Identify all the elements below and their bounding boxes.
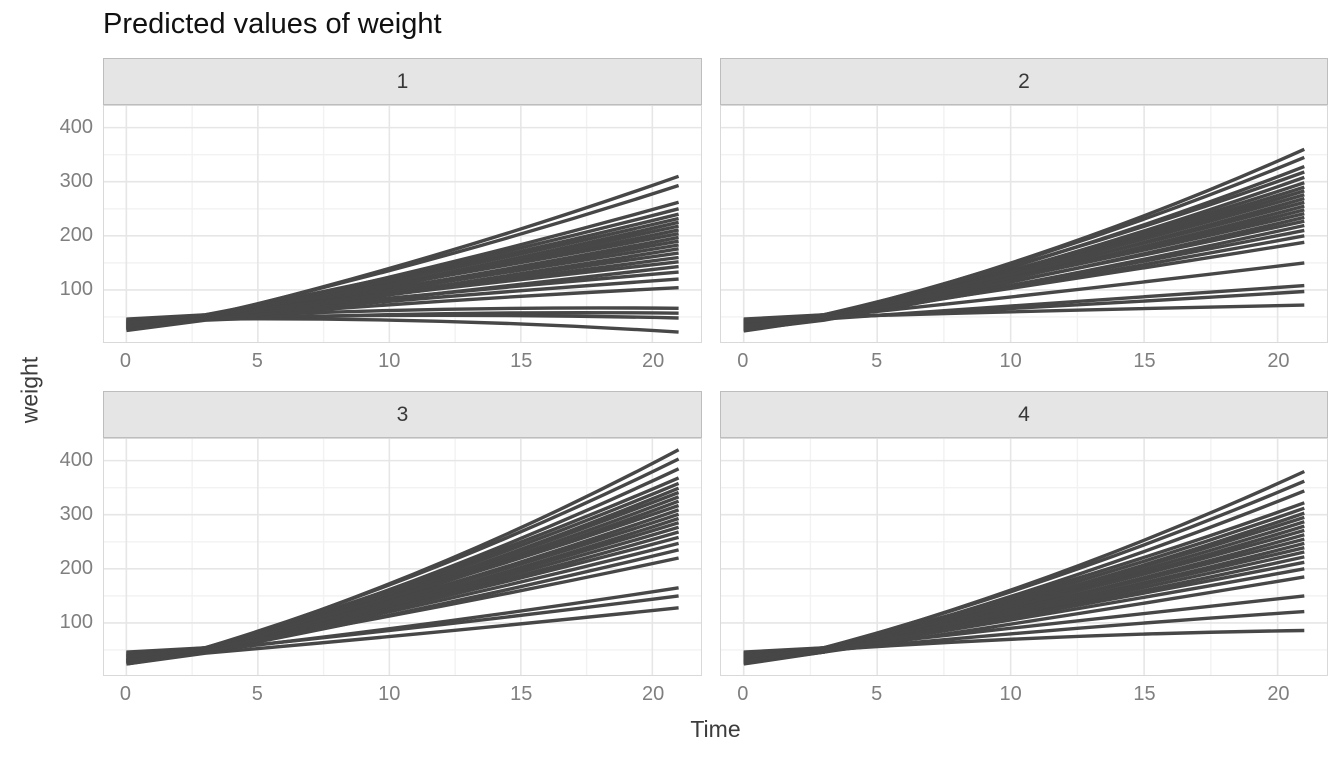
trajectory-line xyxy=(126,556,679,658)
x-tick-label: 15 xyxy=(1133,350,1156,372)
x-tick-label: 10 xyxy=(999,350,1022,372)
y-tick-label: 100 xyxy=(59,610,93,633)
panel-plot-area xyxy=(721,439,1327,675)
trajectory-line xyxy=(126,317,679,334)
trajectory-line xyxy=(126,521,680,654)
facet-strip-4: 4 xyxy=(720,391,1328,438)
facet-panel-3 xyxy=(103,438,702,676)
x-tick-label: 20 xyxy=(1267,350,1290,372)
x-tick-label: 5 xyxy=(251,683,263,705)
panel-plot-area xyxy=(721,106,1327,342)
trajectory-line xyxy=(126,499,680,666)
x-tick-label: 10 xyxy=(999,683,1022,705)
facet-strip-2: 2 xyxy=(720,58,1328,105)
facet-panel-1 xyxy=(103,105,702,343)
x-tick-label: 0 xyxy=(737,350,749,372)
trajectory-line xyxy=(743,240,1305,327)
facet-strip-label: 1 xyxy=(396,69,409,93)
y-tick-label: 100 xyxy=(59,277,93,300)
y-tick-label: 200 xyxy=(59,556,93,579)
trajectory-line xyxy=(126,548,679,661)
facet-panel-2 xyxy=(720,105,1328,343)
x-tick-label: 15 xyxy=(510,350,533,372)
trajectory-line xyxy=(743,628,1305,659)
panel-plot-area xyxy=(104,439,701,675)
trajectory-line xyxy=(743,501,1305,658)
facet-strip-3: 3 xyxy=(103,391,702,438)
x-tick-label: 20 xyxy=(642,683,665,705)
x-tick-label: 5 xyxy=(871,683,883,705)
trajectory-line xyxy=(743,303,1305,323)
y-tick-label: 400 xyxy=(59,448,93,471)
facet-strip-label: 3 xyxy=(396,402,409,426)
facet-strip-1: 1 xyxy=(103,58,702,105)
trajectory-line xyxy=(126,313,679,327)
trajectory-line xyxy=(743,261,1305,325)
trajectory-line xyxy=(743,594,1305,658)
x-tick-label: 15 xyxy=(510,683,533,705)
y-tick-label: 400 xyxy=(59,115,93,138)
x-tick-label: 0 xyxy=(119,350,131,372)
x-tick-label: 5 xyxy=(871,350,883,372)
x-tick-label: 0 xyxy=(119,683,131,705)
x-tick-label: 20 xyxy=(1267,683,1290,705)
trajectory-line xyxy=(743,181,1305,326)
x-axis-title: Time xyxy=(690,716,741,742)
y-tick-label: 200 xyxy=(59,223,93,246)
facet-strip-label: 4 xyxy=(1018,402,1030,426)
x-tick-label: 15 xyxy=(1133,683,1156,705)
trajectory-line xyxy=(743,546,1305,654)
trajectory-line xyxy=(126,594,679,659)
y-tick-label: 300 xyxy=(59,169,93,192)
x-tick-label: 10 xyxy=(378,683,401,705)
x-tick-label: 10 xyxy=(378,350,401,372)
y-tick-label: 300 xyxy=(59,502,93,525)
trajectory-line xyxy=(126,481,680,662)
trajectory-line xyxy=(126,606,679,666)
y-axis-title: weight xyxy=(16,356,43,424)
panel-plot-area xyxy=(104,106,701,342)
x-tick-label: 0 xyxy=(737,683,749,705)
facet-strip-label: 2 xyxy=(1018,69,1030,93)
trajectory-line xyxy=(126,306,679,323)
chart-title: Predicted values of weight xyxy=(103,8,442,40)
x-tick-label: 5 xyxy=(251,350,263,372)
x-tick-label: 20 xyxy=(642,350,665,372)
trajectory-line xyxy=(743,155,1305,328)
facet-panel-4 xyxy=(720,438,1328,676)
